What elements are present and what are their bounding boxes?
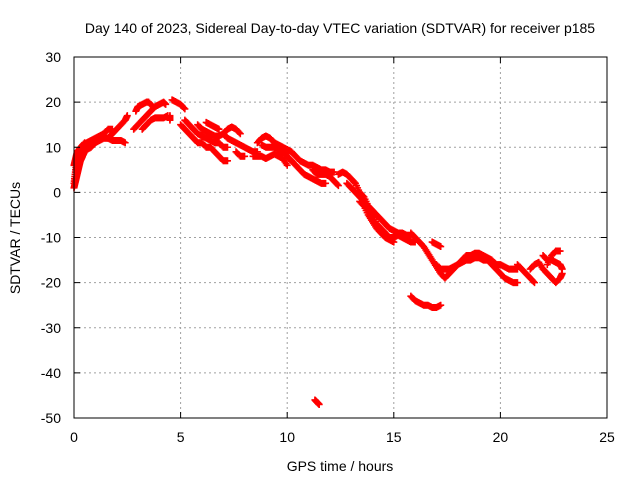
data-point [529, 277, 537, 285]
data-point [330, 168, 338, 176]
data-point [437, 301, 445, 309]
data-point [123, 112, 131, 120]
data-point [558, 265, 566, 273]
data-point [390, 238, 398, 246]
y-tick-label: -30 [41, 320, 61, 336]
chart-title: Day 140 of 2023, Sidereal Day-to-day VTE… [85, 20, 595, 36]
x-tick-label: 15 [386, 429, 402, 445]
data-point [437, 243, 445, 251]
y-tick-label: -10 [41, 230, 61, 246]
y-tick-label: 0 [53, 184, 61, 200]
y-tick-label: -50 [41, 410, 61, 426]
data-point [121, 139, 129, 147]
data-point [322, 179, 330, 187]
y-tick-label: -40 [41, 365, 61, 381]
data-point [215, 125, 223, 133]
x-tick-label: 25 [599, 429, 615, 445]
data-point [283, 161, 291, 169]
x-tick-label: 0 [70, 429, 78, 445]
data-point [236, 130, 244, 138]
y-axis-label: SDTVAR / TECUs [7, 182, 23, 294]
data-point [531, 279, 539, 287]
data-point [180, 104, 188, 112]
y-tick-label: 20 [45, 94, 61, 110]
gridlines [74, 57, 607, 418]
data-point [80, 140, 88, 148]
axis-ticks: 0 5 10 15 20 25 -50 -40 -30 -20 -10 0 10 20 30 [41, 49, 615, 445]
data-point [224, 157, 232, 165]
data-point [162, 100, 170, 108]
data-point [235, 129, 243, 137]
data-point [166, 116, 174, 124]
data-point [148, 102, 156, 110]
data-point [513, 279, 521, 287]
data-point [556, 247, 564, 255]
data-point [181, 105, 189, 113]
data-point [224, 143, 232, 151]
y-tick-label: -20 [41, 275, 61, 291]
data-point [334, 182, 342, 190]
data-series [70, 96, 566, 408]
data-point [241, 152, 249, 160]
x-tick-label: 10 [279, 429, 295, 445]
y-tick-label: 30 [45, 49, 61, 65]
x-axis-label: GPS time / hours [287, 458, 394, 474]
data-point [81, 139, 89, 147]
x-tick-label: 5 [177, 429, 185, 445]
data-point [315, 400, 323, 408]
series-sdtvar [70, 96, 566, 408]
x-tick-label: 20 [493, 429, 509, 445]
data-point [333, 180, 341, 188]
y-tick-label: 10 [45, 139, 61, 155]
data-point [149, 103, 157, 111]
